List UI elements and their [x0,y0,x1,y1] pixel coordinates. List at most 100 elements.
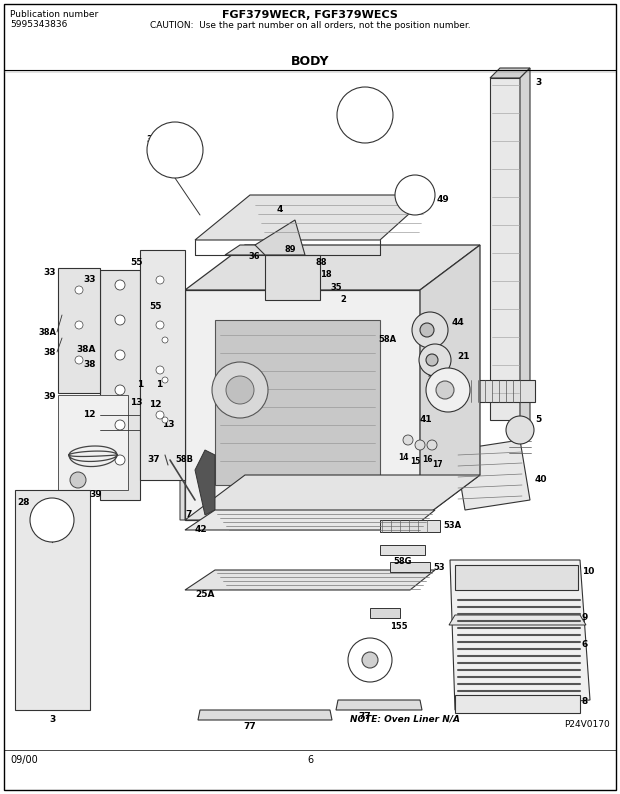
Text: FGF379WECR, FGF379WECS: FGF379WECR, FGF379WECS [222,10,398,20]
Text: 43: 43 [364,640,376,649]
Polygon shape [405,188,425,207]
Text: 58G: 58G [393,557,412,566]
Text: 53A: 53A [443,521,461,530]
Polygon shape [140,250,185,480]
Circle shape [115,420,125,430]
Circle shape [115,385,125,395]
Text: 1: 1 [156,380,162,389]
Polygon shape [40,512,64,532]
Circle shape [70,472,86,488]
Circle shape [415,440,425,450]
Polygon shape [455,440,530,510]
Text: 12: 12 [149,400,162,409]
Circle shape [420,323,434,337]
Polygon shape [255,220,305,255]
Text: 4: 4 [277,206,283,214]
Polygon shape [455,565,578,590]
Circle shape [30,498,74,542]
Bar [15,490,90,710]
Circle shape [362,652,378,668]
Text: 30A: 30A [146,135,164,144]
Polygon shape [100,270,140,500]
Text: 21: 21 [427,375,439,384]
Circle shape [147,122,203,178]
Text: 13: 13 [162,420,175,429]
Text: BODY: BODY [291,55,329,68]
Text: 18: 18 [320,270,332,279]
Text: 55: 55 [149,302,162,311]
Circle shape [506,416,534,444]
Text: 41: 41 [420,415,433,424]
Text: 49: 49 [437,195,450,205]
Polygon shape [180,285,185,520]
Text: 38: 38 [84,360,96,369]
Polygon shape [490,78,520,420]
Text: 17: 17 [432,460,442,469]
Text: NOTE: Oven Liner N/A: NOTE: Oven Liner N/A [350,715,460,724]
Text: 30: 30 [359,92,371,101]
Text: 33: 33 [84,275,96,284]
Circle shape [115,350,125,360]
Text: 38A: 38A [38,328,56,337]
Text: 37: 37 [148,455,160,464]
Polygon shape [198,710,332,720]
Circle shape [162,417,168,423]
Circle shape [412,312,448,348]
Circle shape [337,87,393,143]
Text: 39: 39 [43,392,56,401]
Polygon shape [353,108,377,125]
Text: 77: 77 [358,712,371,721]
Text: 7: 7 [185,510,192,519]
Circle shape [426,368,470,412]
Circle shape [156,411,164,419]
Text: 44: 44 [452,318,465,327]
Polygon shape [336,700,422,710]
Text: 170: 170 [432,375,450,384]
Text: 1: 1 [137,380,143,389]
Polygon shape [185,475,480,520]
Circle shape [75,356,83,364]
Circle shape [212,362,268,418]
Text: 58A: 58A [378,335,396,344]
Circle shape [395,175,435,215]
Text: 9: 9 [582,613,588,622]
Polygon shape [449,615,586,625]
Bar [380,520,440,532]
Bar [380,545,425,555]
Circle shape [156,321,164,329]
Text: 77: 77 [244,722,257,731]
Text: 6: 6 [307,755,313,765]
Circle shape [348,638,392,682]
Polygon shape [490,68,530,78]
Text: 35: 35 [330,283,342,292]
Text: 5: 5 [535,415,541,424]
Bar [58,268,100,393]
Text: 89: 89 [284,245,296,254]
Polygon shape [185,290,420,520]
Text: 53: 53 [433,563,445,572]
Circle shape [162,337,168,343]
Text: 42: 42 [195,525,208,534]
Bar [455,380,535,402]
Text: 55: 55 [130,258,143,267]
Bar [455,695,580,713]
Circle shape [115,455,125,465]
Text: 155: 155 [390,622,407,631]
Text: CAUTION:  Use the part number on all orders, not the position number.: CAUTION: Use the part number on all orde… [149,21,471,30]
Text: 39: 39 [89,490,102,499]
Bar [370,608,400,618]
Polygon shape [185,245,480,290]
Circle shape [115,315,125,325]
Circle shape [156,366,164,374]
Circle shape [403,435,413,445]
Circle shape [419,344,451,376]
Text: 88: 88 [315,258,327,267]
Bar [265,255,320,300]
Text: 36: 36 [249,252,260,261]
Text: 40: 40 [535,475,547,484]
Text: 2: 2 [340,295,346,304]
Polygon shape [450,560,590,710]
Bar [390,562,430,572]
Text: 3: 3 [49,715,55,724]
Circle shape [436,381,454,399]
